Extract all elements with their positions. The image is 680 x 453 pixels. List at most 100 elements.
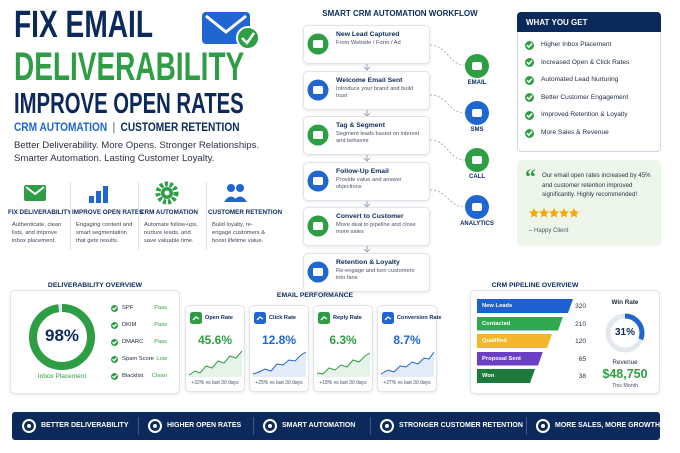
channel-label: ANALYTICS [460, 221, 494, 227]
arrow [363, 155, 371, 162]
benefits-header [517, 12, 661, 32]
metric-value: 8.7% [393, 333, 421, 347]
check-name: DMARC [122, 338, 144, 345]
metric-change: +18% vs last 30 days [319, 380, 367, 386]
feature-text: Authenticate, clean lists, and improve i… [12, 222, 62, 244]
sparkline-area [317, 353, 370, 377]
revenue-label: Revenue [612, 359, 638, 366]
envelope-icon [202, 12, 260, 50]
benefit-item: Better Customer Engagement [541, 93, 629, 101]
star [569, 208, 579, 218]
metric-change: +27% vs last 30 days [383, 380, 431, 386]
feature-icon [24, 185, 46, 201]
feature-divider [70, 182, 71, 250]
stage-count: 210 [575, 320, 586, 328]
metric-icon-glyph [192, 316, 200, 321]
step-title: Tag & Segment [336, 122, 385, 129]
feature-icon [155, 181, 179, 205]
metric-value: 45.6% [197, 333, 233, 347]
check-icon [524, 128, 534, 138]
icon-head [236, 184, 244, 192]
check-icon [524, 110, 534, 120]
inbox-donut [29, 304, 95, 370]
check-icon [110, 338, 118, 346]
feature-icon [224, 184, 247, 202]
subtitle-sep: | [112, 122, 116, 134]
sparkline [316, 352, 371, 377]
stage-name: Proposal Sent [482, 355, 521, 362]
step-icon-glyph [313, 222, 323, 230]
metric-icon-bg [190, 312, 202, 324]
tagline: Better Deliverability. More Opens. Stron… [14, 140, 260, 164]
win-rate-value: 31% [614, 327, 635, 338]
footer-divider [138, 417, 139, 435]
testimonial-box [517, 160, 661, 246]
star [539, 208, 549, 218]
deliverability-panel [10, 290, 180, 394]
testimonial-author: – Happy Client [529, 228, 569, 234]
inbox-value: 98% [44, 326, 80, 345]
metric-icon [190, 312, 202, 324]
step-title: Retention & Loyalty [336, 258, 400, 266]
win-rate-label: Win Rate [611, 299, 639, 306]
footer-icon-shape [22, 419, 36, 433]
stage-count: 65 [578, 355, 586, 363]
pipeline-stage [477, 317, 563, 331]
channel-label: EMAIL [467, 80, 487, 86]
sparkline [252, 351, 307, 377]
step-icon-glyph [313, 40, 323, 48]
channel-label: SMS [470, 127, 484, 133]
pipeline-stage [477, 299, 573, 313]
step-arrow [363, 64, 371, 71]
connector [429, 94, 466, 114]
headline-1: FIX EMAIL [14, 4, 154, 46]
arrow [363, 64, 371, 71]
footer-icon [536, 419, 550, 433]
feature-text: Build loyalty, re-engage customers & boo… [212, 222, 266, 244]
pipeline-stage [477, 352, 543, 366]
check-status: Low [156, 356, 167, 363]
sparkline-line [252, 351, 307, 375]
stage-name: Qualified [482, 338, 507, 344]
feature-icon [89, 186, 108, 203]
footer-icon-dot [385, 424, 389, 428]
channel-glyph [472, 203, 482, 211]
revenue-value: $48,750 [602, 367, 648, 381]
metric-value: 12.8% [261, 333, 297, 347]
footer-icon-shape [536, 419, 550, 433]
arrow [363, 246, 371, 253]
envelope-badge [236, 26, 260, 50]
connectors [429, 44, 466, 208]
check-mark [525, 130, 533, 136]
step-text: From Website / Form / Ad [336, 40, 401, 46]
connector [429, 139, 466, 161]
step-icon [307, 261, 329, 282]
step-title: New Lead Captured [336, 31, 400, 38]
check-mark [111, 323, 117, 328]
check-mark [525, 95, 533, 101]
step-icon-glyph [313, 176, 323, 185]
metric-icon-glyph [256, 316, 264, 321]
channel-icon [465, 54, 489, 78]
step-arrow [363, 246, 371, 253]
footer-icon-shape [148, 419, 162, 433]
check-icon [110, 304, 118, 312]
pipeline-stage [477, 369, 535, 383]
channel-label: CALL [469, 174, 485, 180]
check-mark [525, 60, 533, 66]
icon-bar [96, 191, 101, 203]
workflow-title: SMART CRM AUTOMATION WORKFLOW [322, 9, 478, 18]
channel-icon [465, 101, 489, 125]
panel-title: DELIVERABILITY OVERVIEW [47, 282, 143, 289]
star [529, 208, 539, 218]
stage-name: Contacted [482, 320, 511, 327]
check-status: Pass [154, 304, 167, 311]
footer-item: STRONGER CUSTOMER RETENTION [399, 422, 523, 429]
footer-bar [12, 412, 660, 440]
check-name: SPF [122, 304, 134, 311]
icon-gear-hole [164, 190, 170, 196]
step-title: Welcome Email Sent [336, 76, 403, 84]
metric-icon-glyph [384, 316, 392, 321]
benefit-item: Increased Open & Click Rates [541, 58, 630, 66]
